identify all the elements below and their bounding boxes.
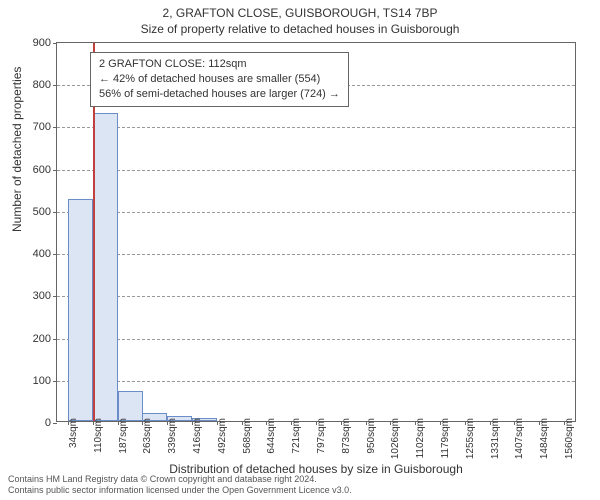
xtick-label: 34sqm [68,418,79,448]
y-axis-label: Number of detached properties [10,67,24,232]
ytick-mark [53,381,57,382]
ytick-label: 600 [33,164,51,176]
ytick-label: 800 [33,79,51,91]
annotation-line: 56% of semi-detached houses are larger (… [99,87,340,102]
ytick-mark [53,85,57,86]
copyright-text: Contains HM Land Registry data © Crown c… [8,474,352,497]
histogram-bar [93,113,118,421]
ytick-mark [53,296,57,297]
xtick-label: 568sqm [242,418,253,454]
xtick-label: 1026sqm [390,418,401,459]
xtick-label: 492sqm [217,418,228,454]
ytick-mark [53,170,57,171]
annotation-line: ← 42% of detached houses are smaller (55… [99,72,340,87]
ytick-label: 0 [45,417,51,429]
ytick-label: 100 [33,375,51,387]
chart-title-line1: 2, GRAFTON CLOSE, GUISBOROUGH, TS14 7BP [0,6,600,20]
copyright-line2: Contains public sector information licen… [8,485,352,496]
xtick-label: 416sqm [192,418,203,454]
ytick-label: 200 [33,333,51,345]
xtick-label: 339sqm [167,418,178,454]
gridline-h [57,254,575,255]
xtick-label: 1179sqm [440,418,451,458]
chart-title-line2: Size of property relative to detached ho… [0,22,600,36]
ytick-mark [53,423,57,424]
xtick-label: 644sqm [266,418,277,454]
ytick-mark [53,43,57,44]
ytick-mark [53,254,57,255]
ytick-label: 400 [33,248,51,260]
ytick-label: 700 [33,121,51,133]
gridline-h [57,296,575,297]
xtick-label: 1331sqm [490,418,501,459]
copyright-line1: Contains HM Land Registry data © Crown c… [8,474,352,485]
histogram-bar [68,199,93,421]
xtick-label: 1407sqm [514,418,525,459]
xtick-label: 1484sqm [539,418,550,459]
ytick-mark [53,212,57,213]
histogram-bar [118,391,143,421]
xtick-label: 950sqm [366,418,377,454]
xtick-label: 263sqm [142,418,153,454]
gridline-h [57,381,575,382]
xtick-label: 1255sqm [465,418,476,459]
ytick-mark [53,127,57,128]
ytick-label: 500 [33,206,51,218]
ytick-label: 900 [33,37,51,49]
ytick-mark [53,339,57,340]
xtick-label: 721sqm [291,418,302,454]
xtick-label: 110sqm [93,418,104,453]
xtick-label: 1102sqm [415,418,426,458]
xtick-label: 187sqm [118,418,129,454]
chart-container: 2, GRAFTON CLOSE, GUISBOROUGH, TS14 7BP … [0,0,600,500]
annotation-box: 2 GRAFTON CLOSE: 112sqm← 42% of detached… [90,52,349,107]
xtick-label: 797sqm [316,418,327,454]
xtick-label: 1560sqm [564,418,575,459]
xtick-label: 873sqm [341,418,352,454]
gridline-h [57,212,575,213]
gridline-h [57,127,575,128]
gridline-h [57,339,575,340]
ytick-label: 300 [33,290,51,302]
gridline-h [57,170,575,171]
annotation-line: 2 GRAFTON CLOSE: 112sqm [99,57,340,72]
